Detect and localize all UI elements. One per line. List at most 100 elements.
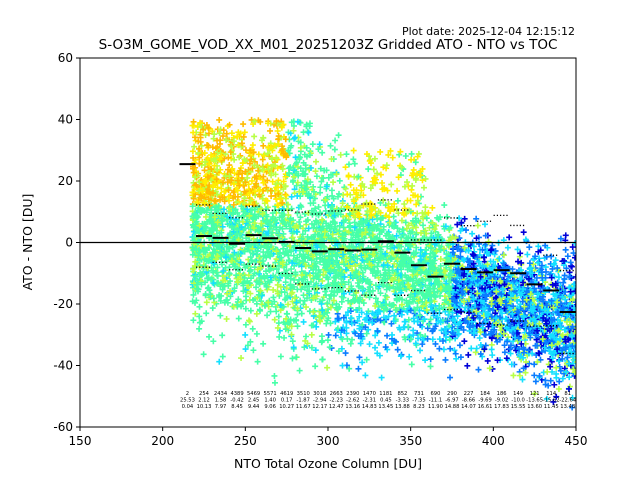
scatter-point: [350, 147, 357, 154]
scatter-point: [559, 375, 566, 382]
scatter-point: [372, 332, 379, 339]
scatter-point: [422, 204, 429, 211]
plot-date: Plot date: 2025-12-04 12:15:12: [402, 25, 575, 38]
scatter-point: [242, 331, 249, 338]
scatter-point: [542, 242, 549, 249]
scatter-point: [507, 342, 514, 349]
scatter-point: [190, 118, 197, 125]
scatter-point: [242, 305, 249, 312]
scatter-point: [406, 353, 413, 360]
scatter-point: [427, 363, 434, 370]
scatter-point: [332, 332, 339, 339]
scatter-point: [360, 300, 367, 307]
scatter-point: [377, 148, 384, 155]
scatter-point: [283, 192, 290, 199]
scatter-point: [308, 331, 315, 338]
scatter-point: [312, 363, 319, 370]
scatter-point: [451, 347, 458, 354]
scatter-point: [253, 310, 260, 317]
scatter-point: [422, 175, 429, 182]
scatter-point: [247, 290, 254, 297]
scatter-point: [569, 394, 576, 401]
scatter-point: [414, 330, 421, 337]
scatter-point: [337, 151, 344, 158]
scatter-point: [216, 358, 223, 365]
scatter-point: [249, 142, 256, 149]
scatter-point: [196, 325, 203, 332]
scatter-point: [238, 355, 245, 362]
scatter-point: [268, 193, 275, 200]
scatter-point: [274, 281, 281, 288]
scatter-point: [389, 331, 396, 338]
scatter-point: [251, 264, 258, 271]
scatter-point: [317, 184, 324, 191]
scatter-point: [217, 312, 224, 319]
scatter-point: [226, 270, 233, 277]
scatter-point: [569, 244, 576, 251]
scatter-point: [391, 312, 398, 319]
scatter-point: [544, 368, 551, 375]
scatter-point: [238, 191, 245, 198]
scatter-point: [338, 298, 345, 305]
scatter-point: [343, 151, 350, 158]
scatter-point: [377, 171, 384, 178]
scatter-point: [327, 142, 334, 149]
scatter-point: [370, 166, 377, 173]
scatter-point: [328, 171, 335, 178]
scatter-point: [289, 355, 296, 362]
scatter-point: [260, 340, 267, 347]
scatter-point: [394, 197, 401, 204]
scatter-point: [219, 332, 226, 339]
scatter-point: [526, 244, 533, 251]
scatter-point: [553, 364, 560, 371]
scatter-point: [190, 317, 197, 324]
scatter-point: [425, 209, 432, 216]
scatter-point: [546, 271, 553, 278]
scatter-point: [264, 312, 271, 319]
scatter-point: [203, 310, 210, 317]
scatter-point: [456, 342, 463, 349]
scatter-point: [400, 226, 407, 233]
scatter-point: [226, 162, 233, 169]
scatter-point: [447, 374, 454, 381]
scatter-point: [436, 336, 443, 343]
scatter-point: [281, 334, 288, 341]
scatter-point: [422, 357, 429, 364]
scatter-point: [275, 177, 282, 184]
scatter-point: [380, 278, 387, 285]
scatter-point: [444, 213, 451, 220]
scatter-point: [417, 246, 424, 253]
scatter-point: [241, 129, 248, 136]
scatter-point: [223, 137, 230, 144]
scatter-point: [338, 293, 345, 300]
scatter-point: [473, 345, 480, 352]
scatter-point: [457, 227, 464, 234]
scatter-point: [276, 333, 283, 340]
scatter-point: [420, 184, 427, 191]
scatter-point: [568, 263, 575, 270]
scatter-point: [300, 318, 307, 325]
scatter-point: [302, 333, 309, 340]
scatter-point: [191, 134, 198, 141]
scatter-point: [235, 315, 242, 322]
scatter-point: [342, 350, 349, 357]
scatter-point: [325, 174, 332, 181]
scatter-point: [189, 148, 196, 155]
scatter-point: [300, 129, 307, 136]
scatter-point: [567, 259, 574, 266]
scatter-point: [332, 318, 339, 325]
scatter-point: [394, 346, 401, 353]
scatter-point: [531, 372, 538, 379]
scatter-point: [556, 363, 563, 370]
scatter-point: [270, 286, 277, 293]
scatter-point: [240, 121, 247, 128]
scatter-point: [398, 301, 405, 308]
scatter-point: [336, 177, 343, 184]
scatter-point: [394, 187, 401, 194]
scatter-point: [297, 144, 304, 151]
scatter-point: [570, 250, 576, 257]
scatter-point: [441, 202, 448, 209]
scatter-point: [200, 351, 207, 358]
scatter-point: [331, 146, 338, 153]
scatter-point: [270, 294, 277, 301]
